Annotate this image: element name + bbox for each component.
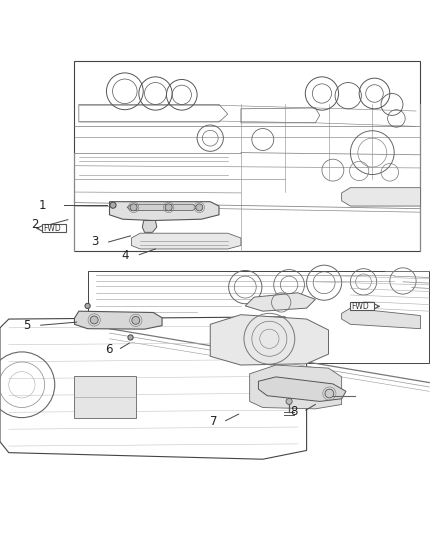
Polygon shape [74,311,162,329]
Circle shape [132,317,140,324]
Text: 3: 3 [91,236,99,248]
Circle shape [90,316,98,324]
Polygon shape [210,314,328,365]
Circle shape [110,202,116,208]
Polygon shape [250,365,342,409]
Text: 5: 5 [23,319,31,332]
Polygon shape [131,233,241,249]
Circle shape [165,204,172,211]
Text: 6: 6 [106,343,113,356]
Text: 2: 2 [31,218,39,231]
Text: 4: 4 [122,249,129,262]
FancyBboxPatch shape [350,302,374,310]
Polygon shape [110,201,219,221]
Polygon shape [88,271,429,363]
Polygon shape [127,204,197,211]
Polygon shape [245,293,315,311]
Text: FWD: FWD [352,302,369,311]
Text: 7: 7 [210,416,217,429]
FancyBboxPatch shape [74,61,420,251]
Polygon shape [258,377,346,401]
Circle shape [128,335,133,340]
Polygon shape [342,188,420,206]
Polygon shape [342,308,420,329]
FancyBboxPatch shape [42,224,66,232]
Circle shape [85,303,90,309]
Text: FWD: FWD [43,224,60,233]
Polygon shape [142,221,157,232]
Text: 8: 8 [290,406,298,418]
Circle shape [325,389,334,398]
Circle shape [286,398,292,405]
FancyBboxPatch shape [74,376,136,418]
Polygon shape [0,317,307,459]
Circle shape [130,204,137,211]
Circle shape [196,204,203,211]
Text: 1: 1 [39,199,46,212]
